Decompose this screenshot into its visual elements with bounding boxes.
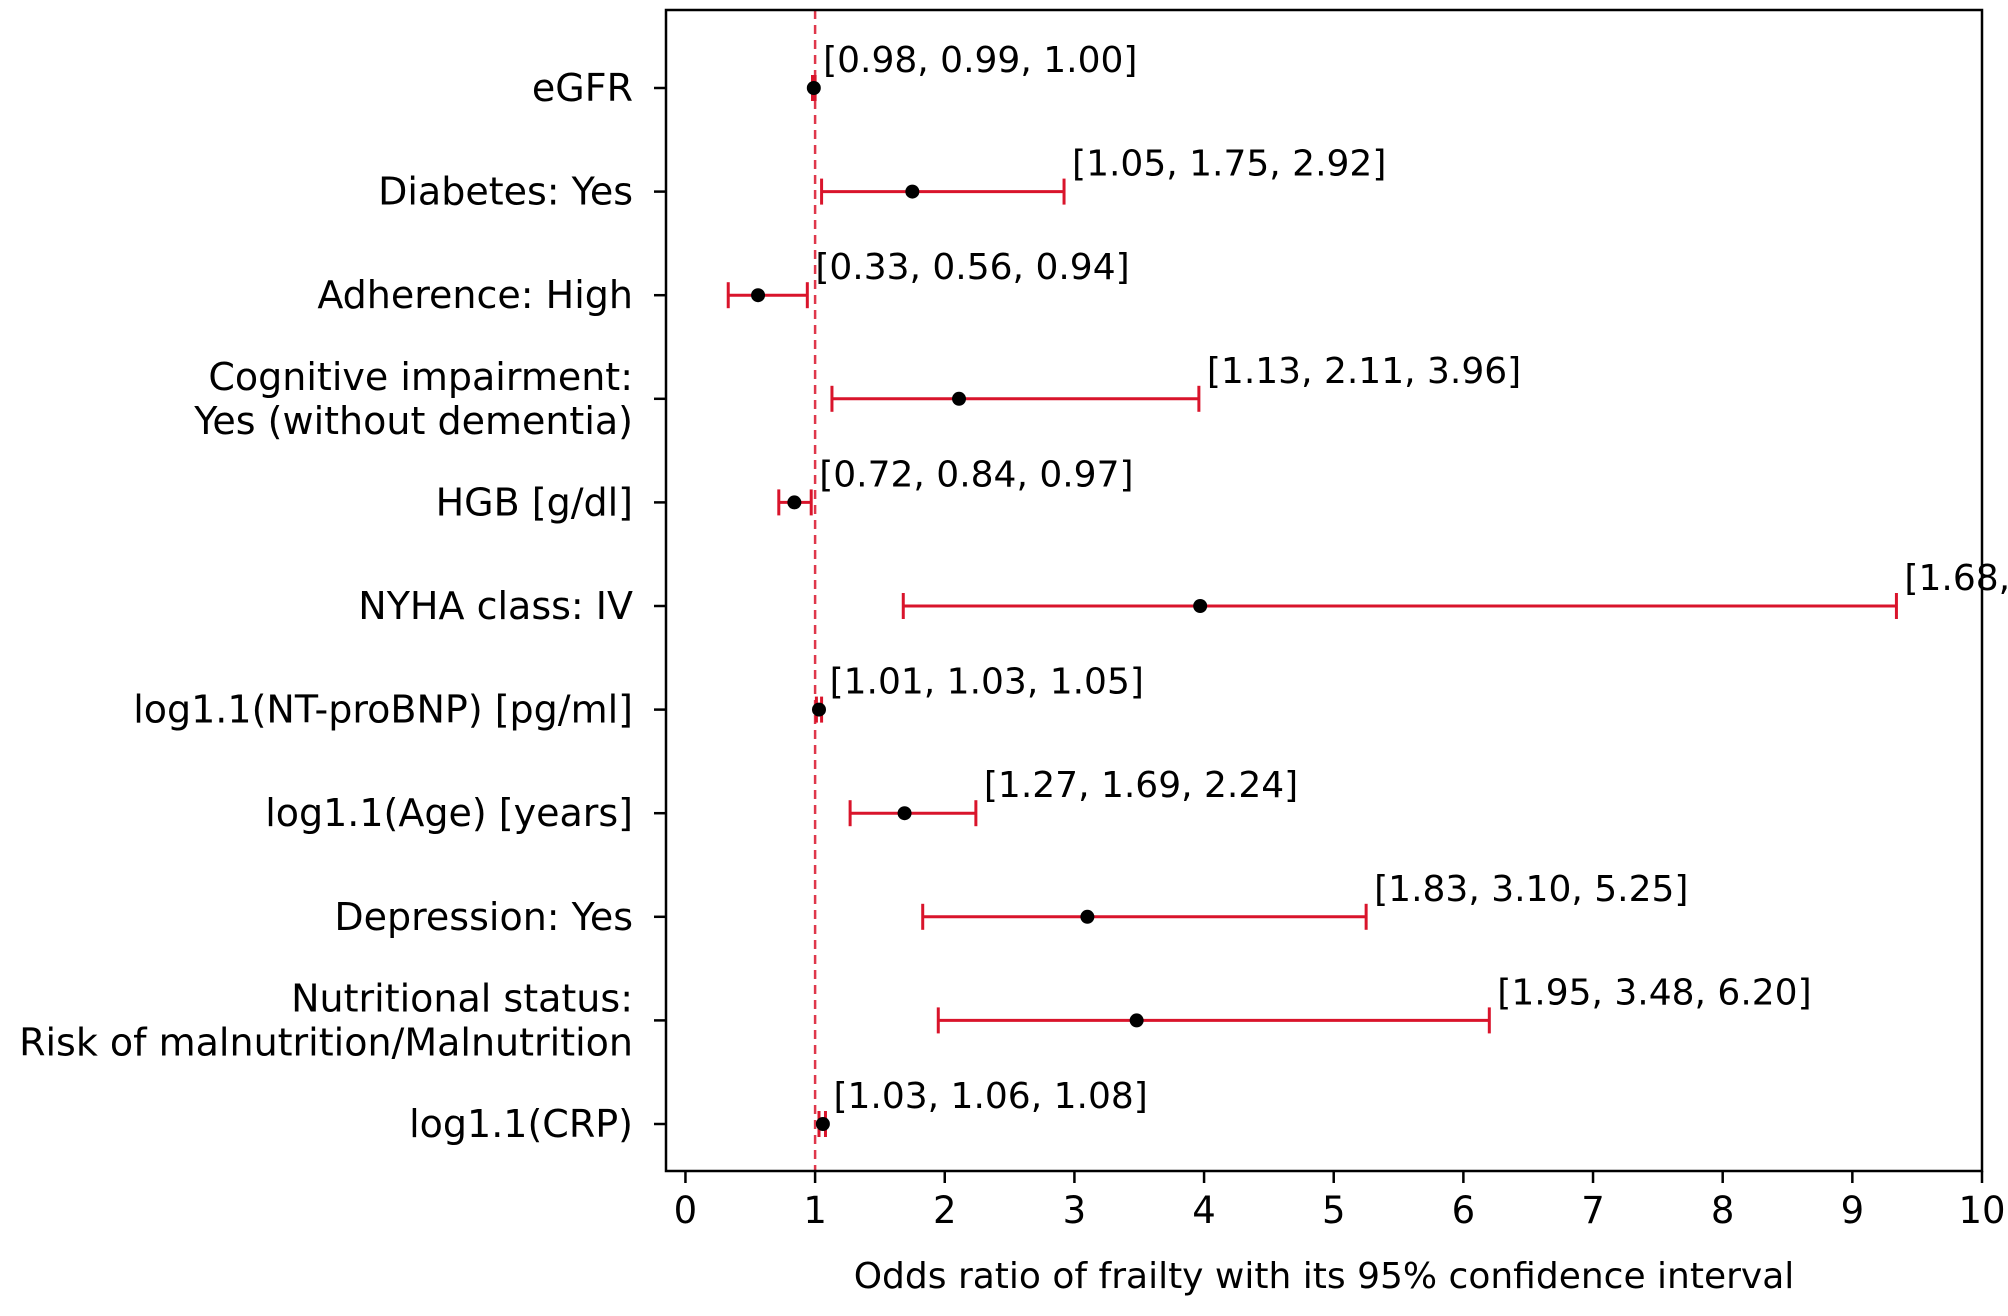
y-tick-label: log1.1(Age) [years]	[265, 791, 633, 835]
ci-annotation: [0.33, 0.56, 0.94]	[815, 247, 1129, 288]
x-tick-label: 2	[933, 1189, 957, 1232]
y-tick-label: Cognitive impairment:	[208, 355, 633, 399]
ci-annotation: [1.95, 3.48, 6.20]	[1497, 972, 1811, 1013]
y-tick-label: Depression: Yes	[334, 895, 633, 939]
y-tick-label: eGFR	[532, 66, 633, 110]
forest-row: [1.83, 3.10, 5.25]	[921, 869, 1688, 930]
odds-ratio-point	[1080, 909, 1095, 924]
forest-row: [1.13, 2.11, 3.96]	[830, 351, 1521, 412]
x-axis-label: Odds ratio of frailty with its 95% confi…	[854, 1256, 1795, 1297]
odds-ratio-point	[1129, 1013, 1144, 1028]
y-tick-label: Risk of malnutrition/Malnutrition	[19, 1020, 633, 1064]
odds-ratio-point	[787, 495, 802, 510]
ci-annotation: [0.98, 0.99, 1.00]	[823, 40, 1137, 81]
y-axis: eGFR Diabetes: Yes Adherence: High Cognitiv…	[19, 66, 666, 1146]
rows-layer: [0.98, 0.99, 1.00] [1.05, 1.75, 2.92] [0.3…	[726, 40, 2008, 1137]
x-tick-label: 5	[1322, 1189, 1346, 1232]
y-tick-label: log1.1(NT-proBNP) [pg/ml]	[133, 688, 633, 732]
ci-annotation: [1.05, 1.75, 2.92]	[1072, 144, 1386, 185]
odds-ratio-point	[1193, 599, 1208, 613]
y-tick-label: HGB [g/dl]	[436, 480, 633, 524]
forest-row: [1.01, 1.03, 1.05]	[811, 662, 1144, 723]
ci-annotation: [1.03, 1.06, 1.08]	[833, 1076, 1147, 1117]
x-tick-label: 1	[803, 1189, 827, 1232]
y-tick-label: Diabetes: Yes	[378, 170, 633, 214]
ci-annotation: [1.01, 1.03, 1.05]	[830, 662, 1144, 703]
ci-annotation: [0.72, 0.84, 0.97]	[819, 454, 1133, 495]
odds-ratio-point	[952, 391, 967, 406]
y-tick-label: Yes (without dementia)	[193, 399, 633, 443]
forest-row: [0.98, 0.99, 1.00]	[806, 40, 1137, 101]
ci-annotation: [1.13, 2.11, 3.96]	[1207, 351, 1521, 392]
x-tick-label: 0	[674, 1189, 698, 1232]
forest-row: [1.68, 3.97, 9.34]	[901, 558, 2008, 619]
odds-ratio-point	[806, 81, 821, 95]
y-tick-label: Adherence: High	[317, 273, 633, 317]
x-tick-label: 7	[1581, 1189, 1605, 1232]
x-axis: 0 1 2 3 4 5 6 7 8 9 10	[674, 1171, 2006, 1232]
forest-row: [1.05, 1.75, 2.92]	[820, 144, 1386, 205]
y-tick-label: NYHA class: IV	[358, 584, 633, 628]
odds-ratio-point	[751, 288, 766, 303]
forest-row: [1.27, 1.69, 2.24]	[848, 765, 1298, 827]
x-tick-label: 6	[1452, 1189, 1476, 1232]
x-tick-label: 3	[1063, 1189, 1087, 1232]
forest-row: [1.95, 3.48, 6.20]	[936, 972, 1812, 1034]
odds-ratio-point	[897, 806, 912, 821]
x-tick-label: 8	[1711, 1189, 1735, 1232]
x-tick-label: 9	[1841, 1189, 1865, 1232]
forest-row: [0.33, 0.56, 0.94]	[726, 247, 1130, 309]
odds-ratio-point	[905, 184, 920, 199]
x-tick-label: 4	[1192, 1189, 1216, 1232]
ci-annotation: [1.83, 3.10, 5.25]	[1374, 869, 1688, 910]
odds-ratio-point	[811, 702, 826, 717]
x-tick-label: 10	[1958, 1189, 2005, 1232]
forest-row: [1.03, 1.06, 1.08]	[815, 1076, 1148, 1137]
y-tick-label: log1.1(CRP)	[409, 1102, 633, 1146]
axes-frame	[664, 8, 1984, 1173]
y-tick-label: Nutritional status:	[291, 976, 633, 1020]
ci-annotation: [1.27, 1.69, 2.24]	[984, 765, 1298, 806]
odds-ratio-point	[815, 1117, 830, 1131]
forest-row: [0.72, 0.84, 0.97]	[777, 454, 1134, 516]
ci-annotation: [1.68, 3.97, 9.34]	[1904, 558, 2008, 599]
